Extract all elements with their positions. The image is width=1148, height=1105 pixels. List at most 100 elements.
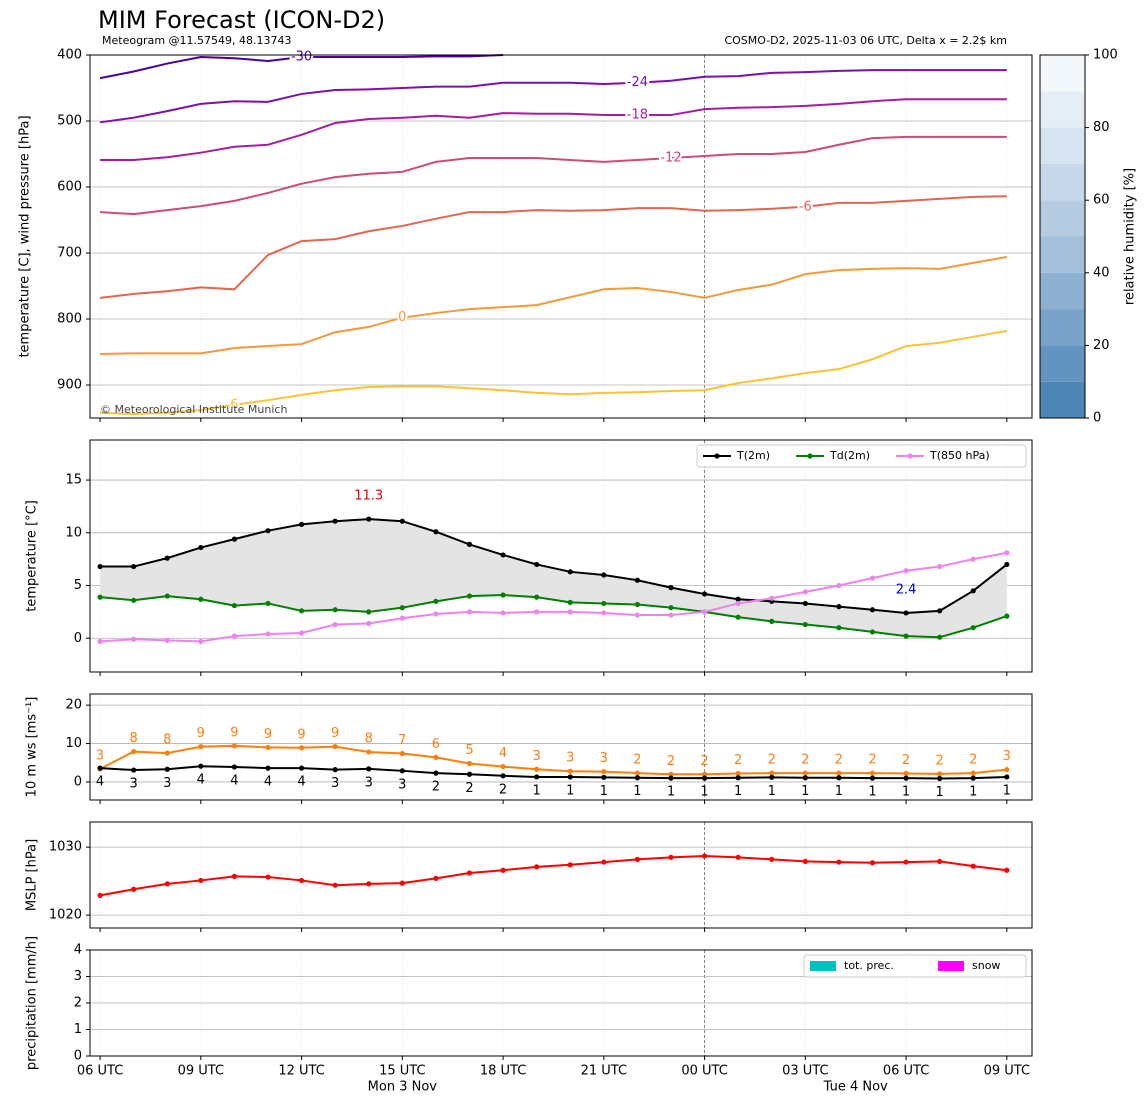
marker bbox=[534, 609, 540, 615]
value-label: 3 bbox=[600, 751, 608, 766]
marker bbox=[399, 615, 405, 621]
marker bbox=[433, 598, 439, 604]
marker bbox=[903, 775, 909, 781]
marker bbox=[567, 768, 573, 774]
value-label: 4 bbox=[197, 773, 205, 788]
value-label: 1 bbox=[902, 785, 910, 800]
value-label: 2 bbox=[835, 753, 843, 768]
marker bbox=[701, 775, 708, 781]
y-tick-label: 2 bbox=[74, 996, 82, 1011]
marker bbox=[164, 750, 170, 756]
chart-title: MIM Forecast (ICON-D2) bbox=[98, 6, 385, 34]
marker bbox=[903, 568, 909, 574]
marker bbox=[668, 854, 674, 860]
value-label: 4 bbox=[499, 746, 507, 761]
legend-label: snow bbox=[972, 959, 1000, 972]
value-label: 2 bbox=[633, 753, 641, 768]
marker bbox=[164, 766, 170, 772]
colorbar-tick-label: 80 bbox=[1093, 120, 1110, 135]
value-label: 2 bbox=[868, 753, 876, 768]
marker bbox=[903, 770, 909, 777]
marker bbox=[869, 629, 876, 635]
marker bbox=[131, 563, 137, 570]
marker bbox=[298, 877, 305, 884]
value-label: 2 bbox=[902, 753, 910, 768]
x-tick-label: 06 UTC bbox=[77, 1064, 123, 1079]
colorbar-level bbox=[1040, 309, 1085, 346]
contour-line bbox=[99, 69, 1007, 124]
y-tick-label: 20 bbox=[65, 698, 82, 713]
marker bbox=[903, 633, 909, 639]
subtitle-right: COSMO-D2, 2025-11-03 06 UTC, Delta x = 2… bbox=[724, 34, 1007, 47]
panel-frame bbox=[89, 54, 1033, 419]
marker bbox=[131, 886, 137, 892]
y-tick-label: 700 bbox=[57, 246, 82, 261]
value-label: 4 bbox=[96, 775, 104, 790]
value-label: 8 bbox=[365, 731, 373, 746]
contour-line bbox=[100, 135, 1007, 216]
marker bbox=[634, 770, 641, 776]
contour-label: -18 bbox=[627, 108, 648, 123]
marker bbox=[198, 763, 204, 769]
marker bbox=[265, 765, 271, 771]
marker bbox=[1004, 550, 1010, 556]
series-line bbox=[100, 518, 1008, 614]
value-label: 2 bbox=[936, 753, 944, 768]
marker bbox=[164, 593, 170, 599]
x-tick-label: 09 UTC bbox=[178, 1064, 224, 1079]
marker bbox=[836, 775, 842, 781]
marker bbox=[298, 745, 305, 751]
value-label: 1 bbox=[801, 784, 809, 799]
y-tick-label: 1020 bbox=[49, 908, 82, 923]
marker bbox=[735, 770, 741, 777]
marker bbox=[399, 768, 405, 774]
value-label: 2 bbox=[734, 753, 742, 768]
legend-swatch bbox=[938, 961, 964, 971]
date-label: Tue 4 Nov bbox=[823, 1080, 888, 1095]
value-label: 3 bbox=[331, 776, 339, 791]
marker bbox=[500, 552, 506, 558]
value-label: 1 bbox=[700, 785, 708, 800]
value-label: 2 bbox=[768, 753, 776, 768]
marker bbox=[836, 770, 842, 776]
x-tick-label: 03 UTC bbox=[782, 1064, 828, 1079]
contour-label: 6 bbox=[230, 397, 238, 412]
contour-line bbox=[100, 98, 1007, 161]
value-label: 3 bbox=[130, 777, 138, 792]
marker bbox=[970, 588, 976, 594]
marker bbox=[433, 770, 439, 776]
value-label: 4 bbox=[230, 773, 238, 788]
contour-label: -6 bbox=[799, 199, 812, 214]
colorbar-tick-label: 100 bbox=[1093, 48, 1118, 63]
marker bbox=[634, 577, 641, 583]
marker bbox=[399, 605, 405, 611]
marker bbox=[198, 638, 204, 645]
value-label: 9 bbox=[331, 726, 339, 741]
value-label: 8 bbox=[130, 731, 138, 746]
marker bbox=[231, 536, 238, 542]
value-label: 1 bbox=[969, 785, 977, 800]
marker bbox=[1004, 613, 1010, 619]
y-tick-label: 0 bbox=[74, 1049, 82, 1064]
marker bbox=[466, 771, 473, 777]
colorbar-level bbox=[1040, 127, 1085, 164]
marker bbox=[634, 601, 641, 608]
panel-frame bbox=[89, 439, 1033, 673]
marker bbox=[802, 600, 808, 607]
value-label: 2 bbox=[801, 753, 809, 768]
marker bbox=[399, 750, 405, 757]
marker bbox=[903, 610, 909, 616]
value-label: 3 bbox=[365, 775, 373, 790]
marker bbox=[869, 575, 876, 581]
marker bbox=[601, 610, 607, 616]
value-label: 3 bbox=[566, 751, 574, 766]
marker bbox=[601, 774, 607, 780]
panel-frame bbox=[89, 821, 1033, 929]
legend-box bbox=[803, 954, 1027, 978]
value-label: 9 bbox=[297, 727, 305, 742]
annotation: 11.3 bbox=[354, 489, 383, 504]
marker bbox=[701, 771, 708, 777]
marker bbox=[332, 607, 338, 613]
marker bbox=[567, 609, 573, 615]
marker bbox=[399, 880, 405, 886]
